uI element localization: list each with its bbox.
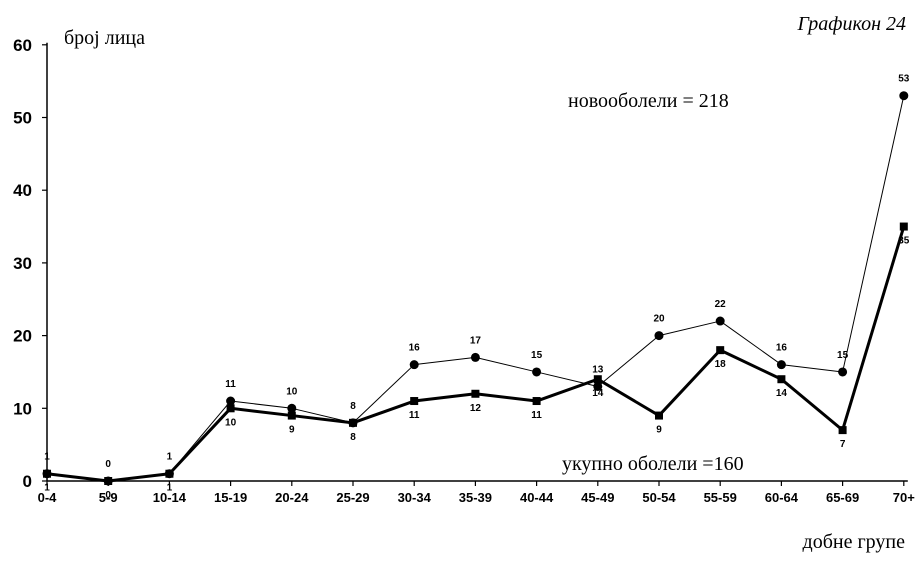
y-tick-label: 30 <box>13 254 32 273</box>
y-tick-label: 20 <box>13 327 32 346</box>
x-tick-label: 20-24 <box>275 490 309 505</box>
data-label-new: 20 <box>653 314 665 325</box>
y-tick-label: 10 <box>13 399 32 418</box>
data-label-new: 0 <box>105 459 111 470</box>
y-tick-label: 50 <box>13 109 32 128</box>
data-label-total: 14 <box>592 388 604 399</box>
x-tick-label: 60-64 <box>765 490 799 505</box>
data-label-total: 1 <box>44 483 50 494</box>
x-axis-label: добне групе <box>803 531 906 553</box>
data-point-total <box>593 375 602 384</box>
data-label-total: 1 <box>167 483 173 494</box>
data-point-total <box>532 397 541 406</box>
data-label-new: 13 <box>592 364 604 375</box>
data-point-new <box>593 381 603 391</box>
data-point-new <box>654 331 664 341</box>
data-point-total <box>226 404 235 413</box>
data-point-total <box>349 418 357 427</box>
x-tick-label: 70+ <box>893 490 915 505</box>
x-tick-label: 50-54 <box>642 490 676 505</box>
data-point-total <box>838 426 847 435</box>
legend-new-cases: новооболели = 218 <box>568 90 729 112</box>
data-point-new <box>409 360 419 370</box>
data-point-total <box>716 346 725 355</box>
data-label-new: 1 <box>167 452 173 463</box>
data-label-new: 11 <box>225 379 236 390</box>
data-point-new <box>715 316 725 326</box>
data-label-total: 18 <box>715 359 727 370</box>
x-tick-label: 15-19 <box>214 490 247 505</box>
data-point-new <box>776 360 786 370</box>
data-point-total <box>777 375 786 384</box>
x-tick-label: 0-4 <box>38 490 58 505</box>
data-label-new: 10 <box>286 386 298 397</box>
data-label-total: 11 <box>409 410 420 421</box>
data-point-new <box>470 352 480 362</box>
data-label-new: 15 <box>837 350 849 361</box>
data-point-total <box>410 397 419 406</box>
x-tick-label: 30-34 <box>398 490 432 505</box>
x-tick-label: 45-49 <box>581 490 614 505</box>
data-point-new <box>226 396 236 406</box>
data-label-new: 1 <box>44 452 50 463</box>
x-tick-label: 25-29 <box>336 490 369 505</box>
data-label-new: 16 <box>776 343 788 354</box>
data-label-new: 16 <box>409 343 421 354</box>
data-label-total: 35 <box>898 236 910 247</box>
legend-total-cases: укупно оболели =160 <box>562 453 744 475</box>
y-tick-label: 40 <box>13 181 32 200</box>
data-label-new: 15 <box>531 350 543 361</box>
y-axis-label: број лица <box>64 27 145 49</box>
x-tick-label: 35-39 <box>459 490 492 505</box>
data-point-total <box>899 222 908 231</box>
x-tick-label: 40-44 <box>520 490 554 505</box>
x-tick-label: 5-9 <box>99 490 118 505</box>
data-point-new <box>838 367 848 377</box>
y-tick-label: 60 <box>13 36 32 55</box>
data-point-total <box>287 411 296 420</box>
data-point-total <box>471 389 480 398</box>
data-label-total: 9 <box>656 425 662 436</box>
data-point-total <box>104 477 113 485</box>
chart-title: Графикон 24 <box>796 13 906 35</box>
data-label-total: 10 <box>225 417 237 428</box>
data-label-new: 17 <box>470 335 482 346</box>
data-label-total: 9 <box>289 425 295 436</box>
data-label-new: 53 <box>898 74 910 85</box>
data-label-new: 22 <box>715 299 727 310</box>
data-label-total: 12 <box>470 403 482 414</box>
x-tick-label: 10-14 <box>153 490 187 505</box>
data-point-total <box>165 469 174 478</box>
data-label-total: 8 <box>350 432 356 443</box>
x-tick-label: 65-69 <box>826 490 859 505</box>
data-point-new <box>899 91 909 101</box>
y-tick-label: 0 <box>23 472 32 491</box>
series-line-0 <box>46 95 905 482</box>
data-point-total <box>43 469 51 478</box>
data-label-new: 8 <box>350 401 356 412</box>
data-label-total: 11 <box>531 410 542 421</box>
x-tick-label: 55-59 <box>704 490 737 505</box>
data-label-total: 7 <box>840 439 846 450</box>
data-label-total: 0 <box>105 490 111 501</box>
series-group: 1011110816171513202216155310110981112111… <box>42 74 910 501</box>
data-point-total <box>655 411 663 420</box>
data-point-new <box>532 367 542 377</box>
data-point-new <box>287 403 297 413</box>
data-label-total: 14 <box>776 388 788 399</box>
